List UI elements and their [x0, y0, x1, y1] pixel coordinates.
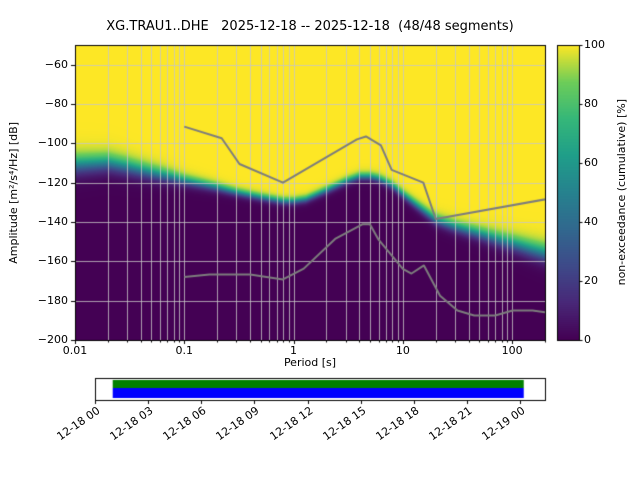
colorbar-label-container: non-exceedance (cumulative) [%] [612, 45, 630, 340]
y-axis-label: Amplitude [m²/s⁴/Hz] [dB] [6, 121, 20, 264]
colorbar-label: non-exceedance (cumulative) [%] [614, 99, 628, 286]
x-axis-label: Period [s] [283, 356, 337, 369]
y-axis-label-container: Amplitude [m²/s⁴/Hz] [dB] [4, 45, 22, 340]
plot-title: XG.TRAU1..DHE 2025-12-18 -- 2025-12-18 (… [106, 19, 514, 34]
